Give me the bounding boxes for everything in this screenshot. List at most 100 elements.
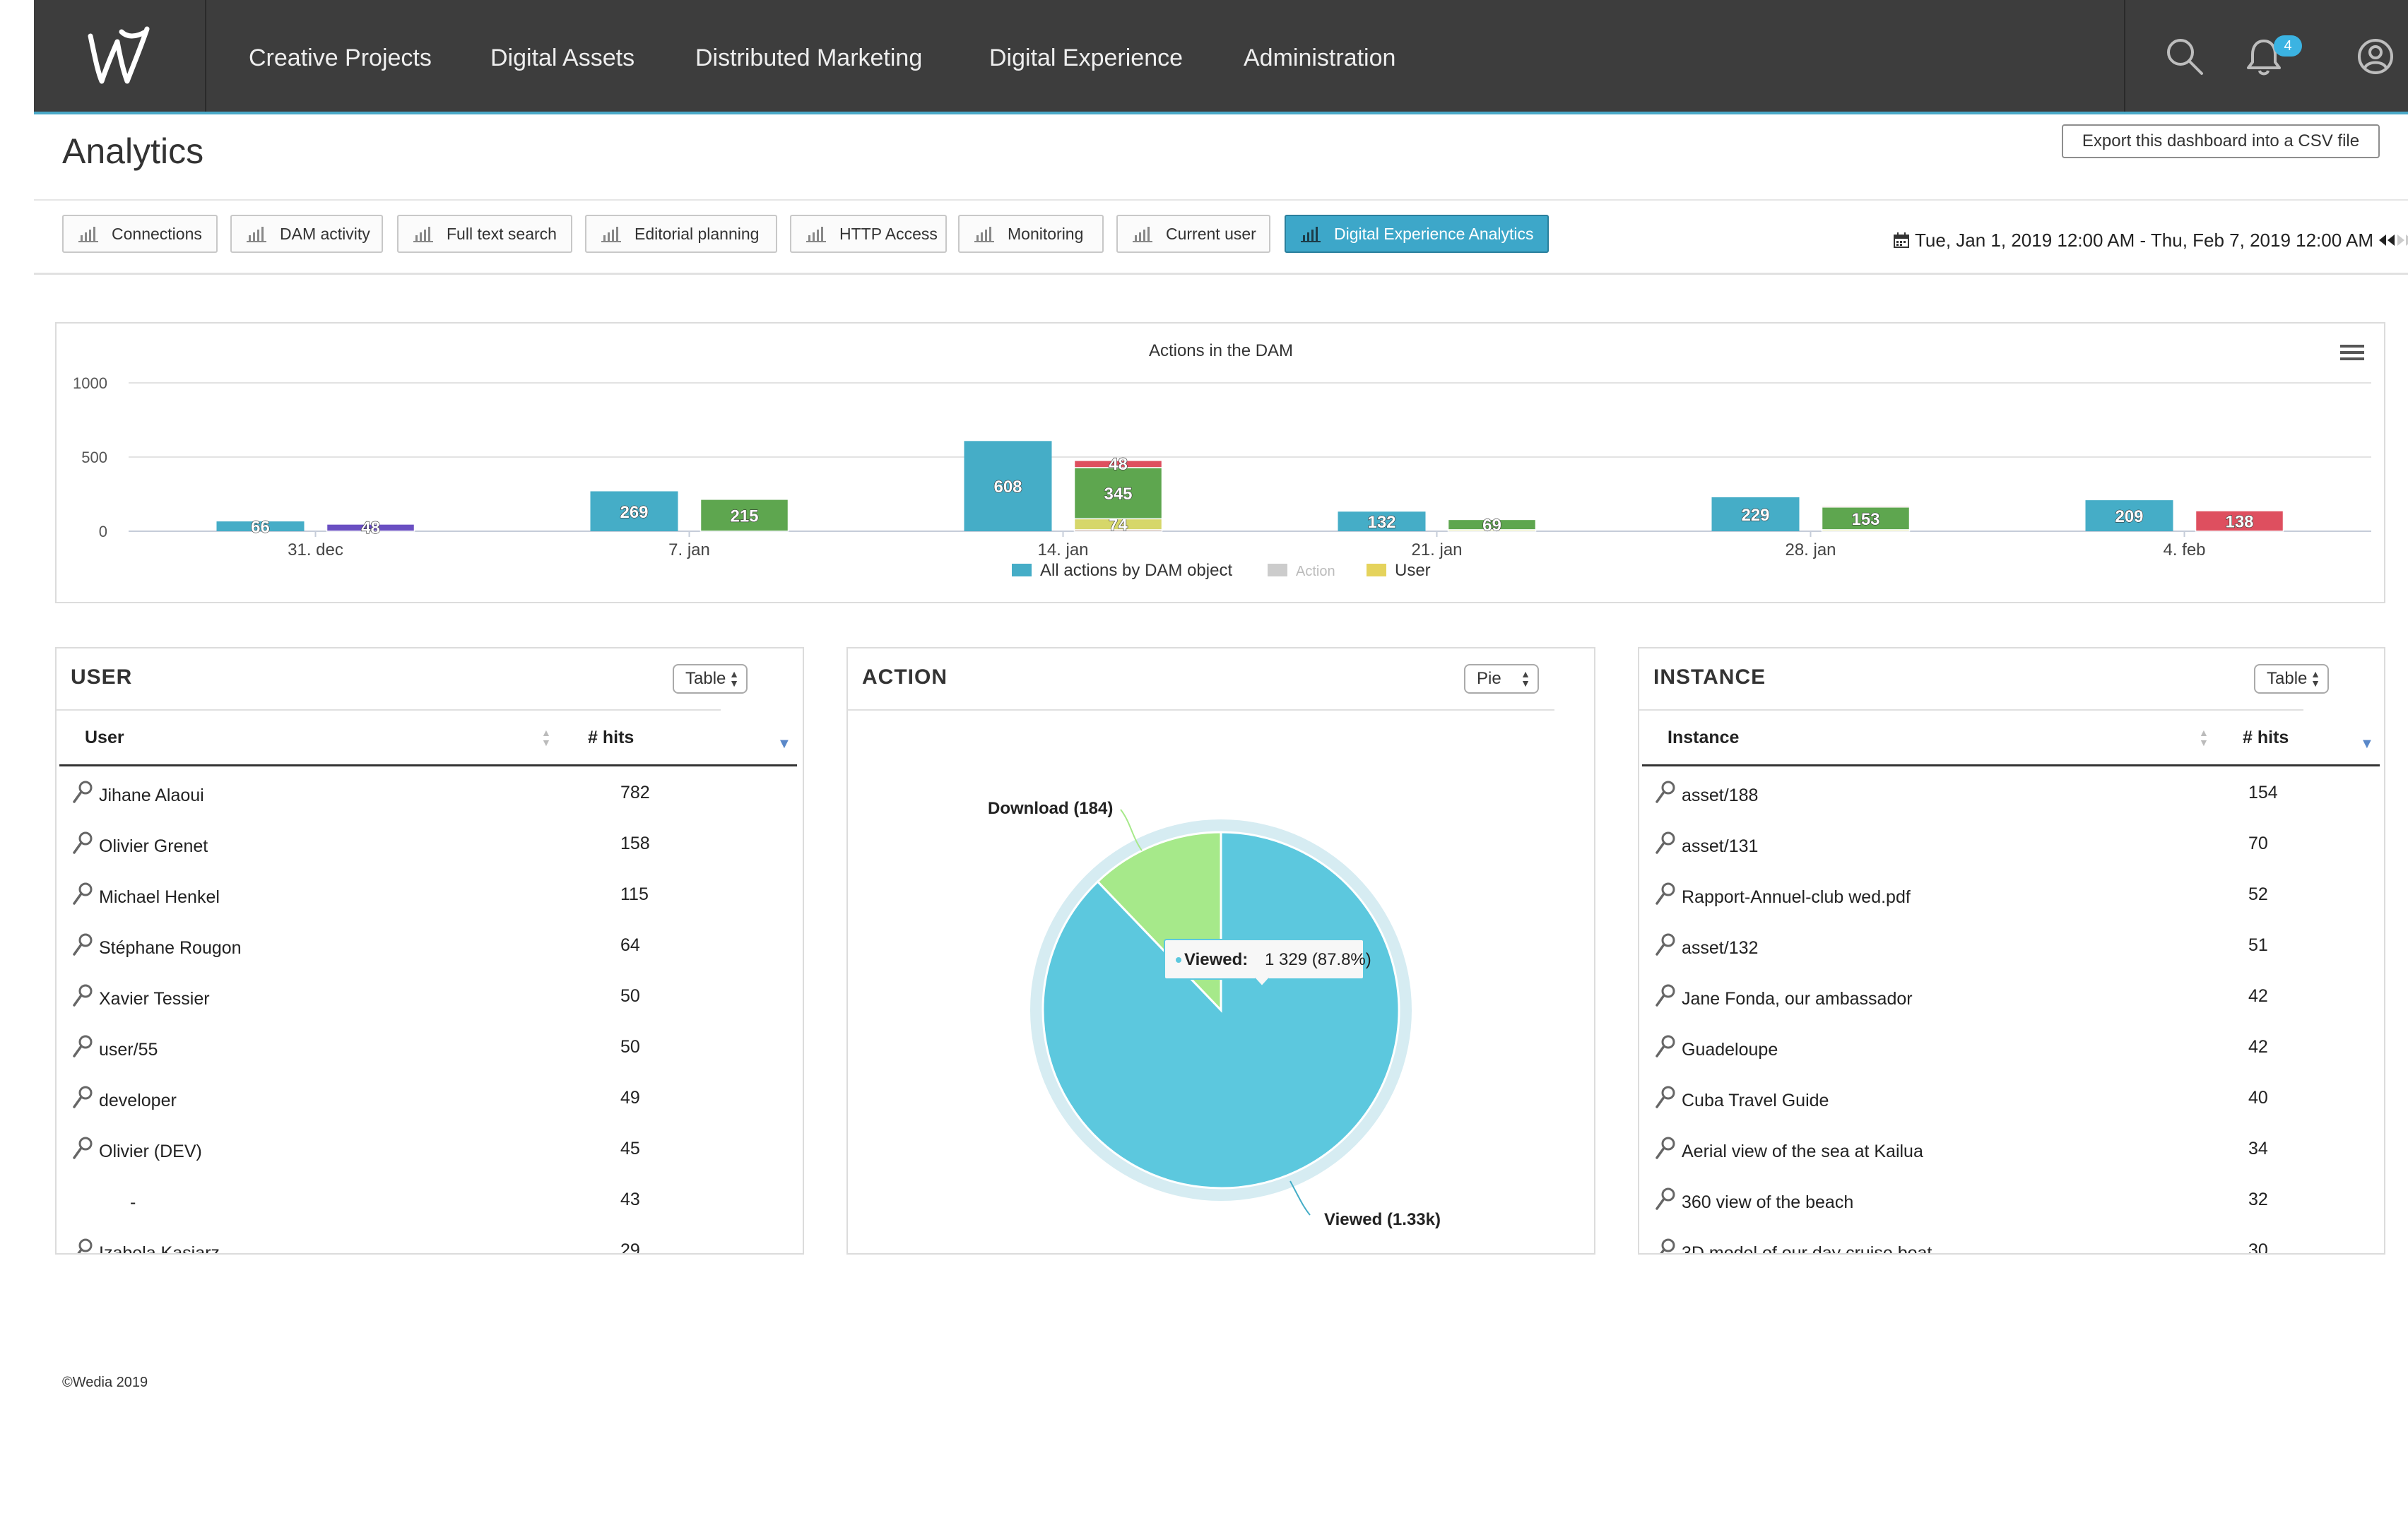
magnifier-icon[interactable]: [1655, 1238, 1676, 1255]
tab-label: Digital Experience Analytics: [1334, 224, 1534, 243]
nav-digital-experience[interactable]: Digital Experience: [989, 45, 1184, 71]
instance-widget-title: INSTANCE: [1653, 665, 1766, 689]
table-row[interactable]: asset/131 70: [1655, 831, 2361, 859]
magnifier-icon[interactable]: [1655, 831, 1676, 855]
magnifier-icon[interactable]: [1655, 1187, 1676, 1211]
row-hits: 30: [2248, 1240, 2268, 1255]
instance-column-header[interactable]: Instance: [1668, 728, 1740, 747]
legend-item[interactable]: User: [1367, 561, 1431, 580]
magnifier-icon[interactable]: [72, 1238, 93, 1255]
search-icon[interactable]: [2162, 34, 2207, 79]
table-row[interactable]: Stéphane Rougon 64: [72, 932, 779, 961]
row-name: developer: [99, 1091, 177, 1110]
row-name: Aerial view of the sea at Kailua: [1682, 1142, 1923, 1161]
tab-connections[interactable]: Connections: [62, 215, 218, 253]
table-row[interactable]: Xavier Tessier 50: [72, 983, 779, 1012]
magnifier-icon[interactable]: [1655, 1034, 1676, 1058]
nav-administration[interactable]: Administration: [1244, 45, 1396, 71]
table-row[interactable]: 360 view of the beach 32: [1655, 1187, 2361, 1215]
row-hits: 782: [620, 783, 650, 802]
sort-arrows-icon[interactable]: ▲ ▼: [541, 727, 551, 748]
bar-chart-icon: [601, 227, 621, 242]
table-row[interactable]: Michael Henkel 115: [72, 882, 779, 910]
user-view-select[interactable]: Table ▲ ▼: [673, 664, 748, 694]
table-row[interactable]: user/55 50: [72, 1034, 779, 1062]
user-column-header[interactable]: User: [85, 728, 124, 747]
nav-digital-assets[interactable]: Digital Assets: [490, 45, 635, 71]
magnifier-icon[interactable]: [1655, 1136, 1676, 1160]
table-row[interactable]: Rapport-Annuel-club wed.pdf 52: [1655, 882, 2361, 910]
nav-creative-projects[interactable]: Creative Projects: [249, 45, 432, 71]
magnifier-icon[interactable]: [72, 831, 93, 855]
table-row[interactable]: 3D model of our day cruise boat 30: [1655, 1238, 2361, 1255]
sort-arrows-icon[interactable]: ▲ ▼: [2199, 727, 2209, 748]
magnifier-icon[interactable]: [72, 780, 93, 804]
magnifier-icon[interactable]: [1655, 932, 1676, 956]
table-row[interactable]: asset/188 154: [1655, 780, 2361, 808]
magnifier-icon[interactable]: [72, 983, 93, 1007]
export-csv-button[interactable]: Export this dashboard into a CSV file: [2062, 124, 2380, 158]
instance-widget: INSTANCE Table ▲ ▼ Instance ▲ ▼ # hits ▼ a…: [1638, 647, 2385, 1255]
download-connector: [1120, 809, 1143, 851]
fast-forward-icon[interactable]: [2396, 233, 2408, 247]
action-view-select[interactable]: Pie ▲ ▼: [1464, 664, 1539, 694]
hits-column-header[interactable]: # hits: [588, 728, 635, 747]
table-row[interactable]: asset/132 51: [1655, 932, 2361, 961]
legend-swatch: [1367, 564, 1386, 576]
menu-line: [2340, 345, 2364, 348]
instance-view-select[interactable]: Table ▲ ▼: [2254, 664, 2329, 694]
table-row[interactable]: Olivier (DEV) 45: [72, 1136, 779, 1164]
magnifier-icon[interactable]: [72, 1136, 93, 1160]
tab-monitoring[interactable]: Monitoring: [958, 215, 1104, 253]
row-hits: 45: [620, 1139, 640, 1158]
row-hits: 49: [620, 1088, 640, 1108]
bell-icon[interactable]: [2241, 34, 2286, 79]
magnifier-icon[interactable]: [1655, 983, 1676, 1007]
legend-item[interactable]: All actions by DAM object: [1012, 561, 1232, 580]
sort-descending-icon[interactable]: ▼: [777, 736, 791, 752]
table-row[interactable]: Jane Fonda, our ambassador 42: [1655, 983, 2361, 1012]
tab-full-text-search[interactable]: Full text search: [397, 215, 572, 253]
date-range-picker[interactable]: Tue, Jan 1, 2019 12:00 AM - Thu, Feb 7, …: [1894, 227, 2408, 253]
download-data-label: Download (184): [988, 799, 1113, 818]
magnifier-icon[interactable]: [1655, 1085, 1676, 1109]
user-account-icon[interactable]: [2353, 34, 2398, 79]
tooltip-series: Viewed:: [1184, 950, 1248, 969]
tab-label: HTTP Access: [839, 224, 938, 243]
wedia-logo[interactable]: [34, 0, 206, 112]
table-row[interactable]: Olivier Grenet 158: [72, 831, 779, 859]
table-row[interactable]: Guadeloupe 42: [1655, 1034, 2361, 1062]
bar-value-label: 209: [2115, 507, 2143, 526]
user-widget-title: USER: [71, 665, 133, 689]
stacked-bar-segment: [2195, 510, 2284, 532]
hamburger-menu-icon[interactable]: [2340, 345, 2364, 360]
tab-editorial-planning[interactable]: Editorial planning: [585, 215, 777, 253]
row-name: asset/188: [1682, 786, 1759, 805]
tab-http-access[interactable]: HTTP Access: [790, 215, 947, 253]
table-row[interactable]: Izabela Kasiarz 29: [72, 1238, 779, 1255]
legend-item[interactable]: Action: [1268, 564, 1335, 579]
magnifier-icon[interactable]: [72, 1085, 93, 1109]
tab-current-user[interactable]: Current user: [1116, 215, 1270, 253]
magnifier-icon[interactable]: [72, 1034, 93, 1058]
nav-distributed-marketing[interactable]: Distributed Marketing: [695, 45, 923, 71]
table-row[interactable]: Jihane Alaoui 782: [72, 780, 779, 808]
x-tick-label: 21. jan: [1411, 540, 1462, 559]
sort-descending-icon[interactable]: ▼: [2360, 736, 2374, 752]
magnifier-icon[interactable]: [1655, 780, 1676, 804]
tab-dam-activity[interactable]: DAM activity: [230, 215, 383, 253]
magnifier-icon[interactable]: [72, 882, 93, 906]
magnifier-icon[interactable]: [72, 932, 93, 956]
tab-digital-experience-analytics[interactable]: Digital Experience Analytics: [1285, 215, 1549, 253]
table-row[interactable]: - 43: [72, 1187, 779, 1215]
magnifier-icon[interactable]: [1655, 882, 1676, 906]
rewind-icon[interactable]: [2378, 233, 2396, 247]
row-name: Guadeloupe: [1682, 1040, 1778, 1060]
row-hits: 70: [2248, 834, 2268, 853]
table-row[interactable]: Cuba Travel Guide 40: [1655, 1085, 2361, 1113]
table-row[interactable]: Aerial view of the sea at Kailua 34: [1655, 1136, 2361, 1164]
hits-column-header[interactable]: # hits: [2243, 728, 2289, 747]
bar: [1711, 497, 1800, 531]
table-row[interactable]: developer 49: [72, 1085, 779, 1113]
row-hits: 51: [2248, 935, 2268, 955]
